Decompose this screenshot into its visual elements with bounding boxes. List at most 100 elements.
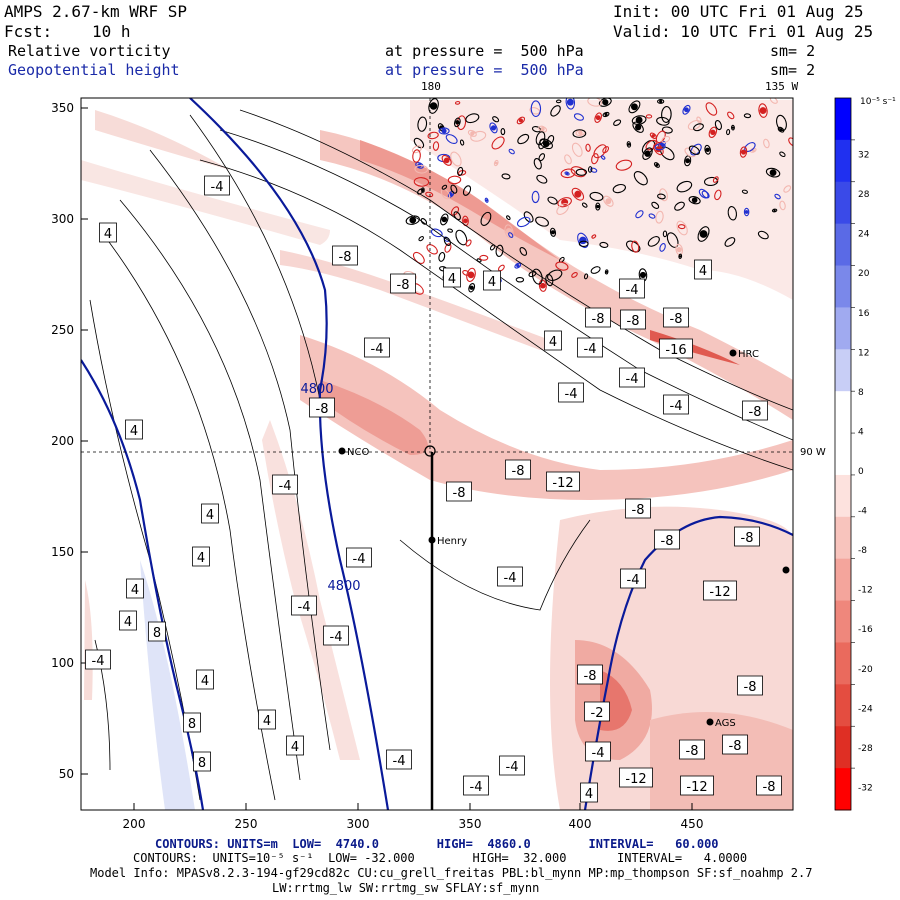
field1-name: Relative vorticity	[8, 42, 171, 60]
colorbar-label: -32	[858, 783, 873, 793]
vorticity-contour-label: 4	[263, 714, 271, 729]
y-tick-label: 200	[51, 434, 74, 448]
model-title: AMPS 2.67-km WRF SP	[4, 2, 188, 21]
vorticity-contour-label: -8	[627, 314, 640, 329]
vorticity-contour-label: -8	[453, 486, 466, 501]
forecast-hour: 10 h	[92, 22, 131, 41]
vorticity-contour-label: -4	[670, 399, 683, 414]
field1-smoothing: sm= 2	[770, 42, 816, 60]
vorticity-contour-label: -4	[371, 342, 384, 357]
vorticity-contour-label: -8	[316, 402, 329, 417]
vorticity-contour-label: -8	[741, 531, 754, 546]
x-axis: 200 250 300 350 400 450	[123, 803, 704, 831]
convective-noise	[403, 98, 793, 295]
colorbar-label: -8	[858, 546, 867, 556]
station-marker-icon	[338, 447, 346, 455]
vorticity-contour-label: -4	[506, 760, 519, 775]
colorbar-label: 8	[858, 388, 864, 398]
y-tick-label: 100	[51, 656, 74, 670]
vorticity-contour-label: -4	[330, 630, 343, 645]
vorticity-contour-label: -8	[729, 739, 742, 754]
vorticity-contour-label: -12	[552, 476, 573, 491]
colorbar-label: 32	[858, 151, 869, 161]
valid-time: Valid: 10 UTC Fri 01 Aug 25	[613, 22, 874, 41]
station-marker-icon	[428, 536, 436, 544]
vorticity-contour-label: 8	[153, 626, 161, 641]
vorticity-contour-label: -8	[686, 744, 699, 759]
y-tick-label: 50	[59, 767, 74, 781]
colorbar: 32 28 24 20 16 12 8 4 0 -4 -8 -12 -16 -20 -24 -28 -32	[834, 97, 873, 811]
y-tick-label: 300	[51, 212, 74, 226]
vorticity-contour-label: -8	[632, 503, 645, 518]
vorticity-contour-label: 4	[104, 227, 112, 242]
station-marker-icon	[706, 718, 714, 726]
vorticity-contour-label: -4	[626, 283, 639, 298]
colorbar-label: -4	[858, 507, 867, 517]
vorticity-contour-label: -12	[686, 780, 707, 795]
vorticity-contour-label: -4	[393, 754, 406, 769]
vorticity-contour-label: -4	[592, 746, 605, 761]
vorticity-contour-label: -8	[512, 464, 525, 479]
footer-physics: LW:rrtmg_lw SW:rrtmg_sw SFLAY:sf_mynn	[272, 881, 540, 895]
vorticity-contour-label: -8	[661, 534, 674, 549]
stations: NCO Henry HRC AGS	[338, 349, 790, 729]
lon-label-90w: 90 W	[800, 447, 826, 458]
vorticity-contour-label: -4	[584, 342, 597, 357]
graticule	[81, 98, 793, 453]
vorticity-contour-label: 4	[124, 615, 132, 630]
field1-level: at pressure = 500 hPa	[385, 42, 584, 60]
vorticity-contour-label: -4	[504, 571, 517, 586]
vorticity-contour-label: 8	[188, 717, 196, 732]
vorticity-contour-label: 4	[448, 272, 456, 287]
station-label: HRC	[738, 349, 759, 360]
x-tick-label: 300	[347, 817, 370, 831]
vorticity-contour-label: 4	[291, 740, 299, 755]
colorbar-label: -12	[858, 586, 873, 596]
footer-contours-height: CONTOURS: UNITS=m LOW= 4740.0 HIGH= 4860…	[155, 837, 719, 851]
colorbar-label: -20	[858, 665, 873, 675]
init-time: Init: 00 UTC Fri 01 Aug 25	[613, 2, 864, 21]
footer-contours-vorticity: CONTOURS: UNITS=10⁻⁵ s⁻¹ LOW= -32.000 HI…	[133, 851, 748, 865]
vorticity-contour-label: -8	[744, 680, 757, 695]
station-label: AGS	[715, 718, 736, 729]
vorticity-contour-label: 4	[206, 508, 214, 523]
y-tick-label: 150	[51, 545, 74, 559]
station-marker-icon	[729, 349, 737, 357]
colorbar-unit: 10⁻⁵ s⁻¹	[860, 97, 896, 107]
field2-name: Geopotential height	[8, 61, 180, 79]
y-tick-label: 250	[51, 323, 74, 337]
vorticity-contour-label: -8	[670, 312, 683, 327]
x-tick-label: 250	[235, 817, 258, 831]
colorbar-label: 0	[858, 467, 864, 477]
colorbar-label: -16	[858, 625, 873, 635]
station-label: NCO	[347, 447, 369, 458]
lon-label-180: 180	[421, 80, 441, 93]
vorticity-contour-label: 4	[197, 551, 205, 566]
vorticity-contour-label: 4	[130, 424, 138, 439]
vorticity-contour-label: 4	[131, 583, 139, 598]
colorbar-label: 28	[858, 190, 870, 200]
vorticity-contour-label: 4	[488, 275, 496, 290]
x-tick-label: 450	[681, 817, 704, 831]
colorbar-label: -28	[858, 744, 873, 754]
height-labels: 4800 4800	[300, 382, 360, 594]
x-tick-label: 350	[459, 817, 482, 831]
height-contour-label: 4800	[327, 579, 360, 594]
vorticity-contour-label: -8	[339, 250, 352, 265]
vorticity-contour-label: -12	[625, 772, 646, 787]
lon-label-135w: 135 W	[765, 80, 799, 93]
station-label: Henry	[437, 536, 467, 547]
colorbar-label: 20	[858, 269, 870, 279]
x-tick-label: 400	[569, 817, 592, 831]
colorbar-label: 4	[858, 427, 864, 437]
vorticity-contour-label: -8	[749, 405, 762, 420]
vorticity-contour-label: -4	[92, 654, 105, 669]
vorticity-contour-label: -8	[592, 312, 605, 327]
vorticity-contour-label: -4	[627, 573, 640, 588]
y-tick-label: 350	[51, 101, 74, 115]
vorticity-contour-label: 4	[549, 335, 557, 350]
colorbar-label: -24	[858, 704, 873, 714]
vorticity-contour-label: 4	[585, 787, 593, 802]
vorticity-contour-label: -2	[591, 706, 604, 721]
